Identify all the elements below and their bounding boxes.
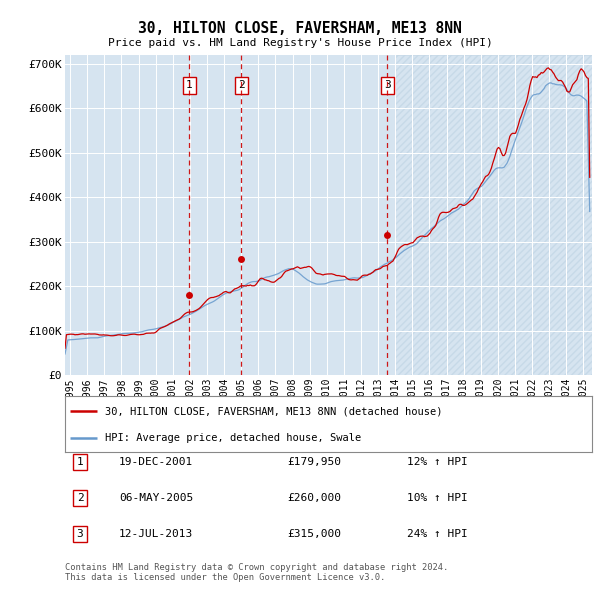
- Text: 1: 1: [77, 457, 83, 467]
- Text: 30, HILTON CLOSE, FAVERSHAM, ME13 8NN: 30, HILTON CLOSE, FAVERSHAM, ME13 8NN: [138, 21, 462, 35]
- Text: 19-DEC-2001: 19-DEC-2001: [119, 457, 193, 467]
- Text: Price paid vs. HM Land Registry's House Price Index (HPI): Price paid vs. HM Land Registry's House …: [107, 38, 493, 48]
- Text: 3: 3: [77, 529, 83, 539]
- Text: £315,000: £315,000: [287, 529, 341, 539]
- Text: 3: 3: [384, 80, 391, 90]
- Text: £179,950: £179,950: [287, 457, 341, 467]
- Text: 10% ↑ HPI: 10% ↑ HPI: [407, 493, 468, 503]
- Text: 2: 2: [238, 80, 245, 90]
- Text: 24% ↑ HPI: 24% ↑ HPI: [407, 529, 468, 539]
- Text: HPI: Average price, detached house, Swale: HPI: Average price, detached house, Swal…: [104, 433, 361, 443]
- Text: 06-MAY-2005: 06-MAY-2005: [119, 493, 193, 503]
- Text: £260,000: £260,000: [287, 493, 341, 503]
- Text: 30, HILTON CLOSE, FAVERSHAM, ME13 8NN (detached house): 30, HILTON CLOSE, FAVERSHAM, ME13 8NN (d…: [104, 406, 442, 416]
- Text: 12-JUL-2013: 12-JUL-2013: [119, 529, 193, 539]
- Text: 12% ↑ HPI: 12% ↑ HPI: [407, 457, 468, 467]
- Text: 2: 2: [77, 493, 83, 503]
- Text: Contains HM Land Registry data © Crown copyright and database right 2024.
This d: Contains HM Land Registry data © Crown c…: [65, 563, 448, 582]
- Text: 1: 1: [186, 80, 193, 90]
